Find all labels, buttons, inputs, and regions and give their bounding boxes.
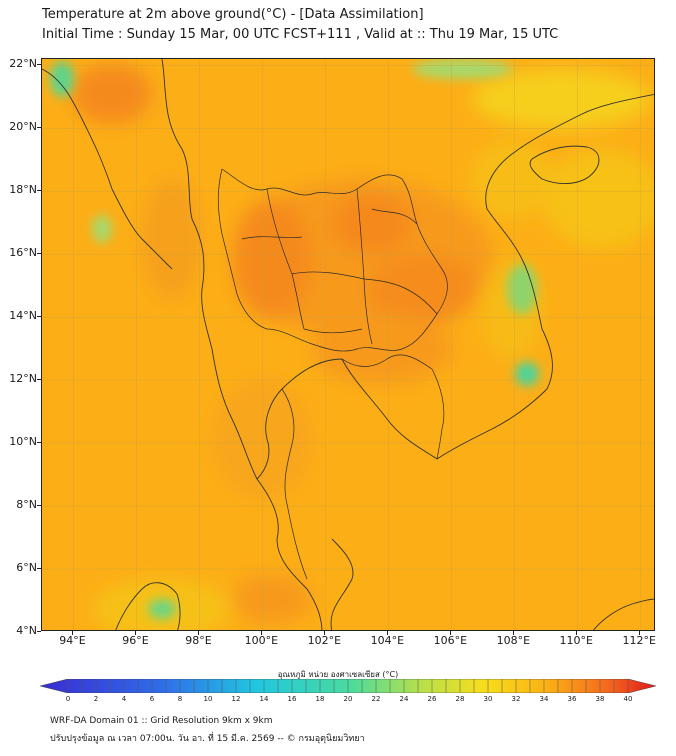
lon-label: 96°E [122,634,149,647]
temperature-field [72,64,654,630]
colorbar-tick-label: 14 [259,695,269,703]
lat-tick [37,568,41,570]
colorbar-tick-label: 16 [287,695,297,703]
colorbar-tick-label: 26 [427,695,437,703]
coastlines [42,59,654,630]
lat-label: 14°N [9,309,37,323]
lat-label: 20°N [9,120,37,134]
lon-tick [513,631,515,635]
lat-tick [37,442,41,444]
colorbar-tick-label: 2 [93,695,99,703]
colorbar-tick-label: 20 [343,695,353,703]
lon-label: 106°E [433,634,468,647]
lon-label: 110°E [559,634,594,647]
lat-tick [37,190,41,192]
chart-title: Temperature at 2m above ground(°C) - [Da… [42,7,424,22]
lon-label: 94°E [59,634,86,647]
colorbar-tick-label: 4 [121,695,127,703]
lon-label: 100°E [244,634,279,647]
lat-label: 16°N [9,246,37,260]
colorbar-tick-label: 40 [623,695,633,703]
lat-label: 6°N [16,561,37,575]
colorbar-tick-label: 10 [203,695,213,703]
borders [217,168,448,580]
lon-label: 108°E [496,634,531,647]
lat-label: 4°N [16,624,37,637]
colorbar-tick-label: 0 [65,695,71,703]
lon-label: 104°E [370,634,405,647]
graticule [42,59,654,630]
colorbar-tick-label: 28 [455,695,465,703]
lon-tick [261,631,263,635]
colorbar-tick-label: 6 [149,695,155,703]
colorbar-tick-label: 34 [539,695,549,703]
colorbar [40,679,656,693]
lat-tick [37,64,41,66]
colorbar-tick-label: 36 [567,695,577,703]
footer-update-info: ปรับปรุงข้อมูล ณ เวลา 07:00น. วัน อา. ที… [50,734,365,744]
lat-tick [37,631,41,632]
colorbar-tick-label: 18 [315,695,325,703]
colorbar-tick-label: 32 [511,695,521,703]
lon-tick [450,631,452,635]
lon-tick [387,631,389,635]
lat-tick [37,505,41,507]
footer-model-info: WRF-DA Domain 01 :: Grid Resolution 9km … [50,716,273,726]
lat-label: 8°N [16,498,37,512]
lon-tick [324,631,326,635]
lat-tick [37,316,41,318]
colorbar-title: อุณหภูมิ หน่วย องศาเซลเซียส (°C) [277,670,399,679]
lat-tick [37,379,41,381]
lon-tick [639,631,641,635]
lon-tick [72,631,74,635]
lat-tick [37,253,41,255]
map-area[interactable] [41,58,655,631]
lat-label: 12°N [9,372,37,386]
lon-tick [576,631,578,635]
lon-tick [135,631,137,635]
lat-tick [37,127,41,129]
colorbar-tick-label: 22 [371,695,381,703]
colorbar-tick-label: 38 [595,695,605,703]
temperature-map [42,59,654,630]
colorbar-tick-label: 12 [231,695,241,703]
lat-label: 22°N [9,57,37,71]
lat-label: 18°N [9,183,37,197]
lon-label: 102°E [307,634,342,647]
chart-subtitle: Initial Time : Sunday 15 Mar, 00 UTC FCS… [42,27,559,42]
colorbar-tick-label: 24 [399,695,409,703]
lon-label: 112°E [622,634,656,647]
colorbar-tick-label: 8 [177,695,183,703]
lon-label: 98°E [185,634,212,647]
lat-label: 10°N [9,435,37,449]
colorbar-tick-label: 30 [483,695,493,703]
lon-tick [198,631,200,635]
